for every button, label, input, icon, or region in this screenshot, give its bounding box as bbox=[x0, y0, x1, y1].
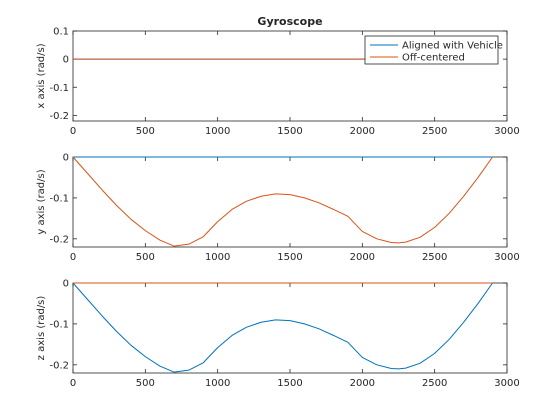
subplot-3: 0 500 1000 1500 2000 2500 3000 -0.2 -0.1 0 z axis … bbox=[36, 279, 520, 390]
x-tick-label: 500 bbox=[136, 126, 155, 137]
legend: Aligned with Vehicle Off-centered bbox=[364, 35, 503, 65]
x-tick-label: 1500 bbox=[277, 252, 302, 263]
x-tick-label: 1000 bbox=[205, 252, 230, 263]
x-tick-label: 2000 bbox=[350, 252, 375, 263]
legend-label-aligned: Aligned with Vehicle bbox=[402, 41, 503, 52]
series-line-aligned bbox=[72, 282, 493, 373]
y-tick-label: -0.2 bbox=[49, 111, 69, 122]
y-tick-label: -0.2 bbox=[49, 360, 69, 371]
y-tick-label: -0.1 bbox=[49, 319, 69, 330]
legend-box bbox=[364, 35, 499, 65]
y-tick-label: -0.1 bbox=[49, 193, 69, 204]
x-tick-label: 500 bbox=[136, 252, 155, 263]
x-tick-label: 1000 bbox=[205, 378, 230, 389]
x-tick-label: 3000 bbox=[494, 252, 519, 263]
x-tick-label: 3000 bbox=[494, 126, 519, 137]
x-tick-label: 2500 bbox=[422, 126, 447, 137]
y-tick-label: -0.1 bbox=[49, 83, 69, 94]
x-tick-label: 2500 bbox=[422, 252, 447, 263]
y-tick-label: 0.1 bbox=[53, 27, 69, 38]
y-axis-label: y axis (rad/s) bbox=[36, 169, 47, 234]
x-tick-label: 2000 bbox=[350, 378, 375, 389]
series-line-off-centered bbox=[72, 156, 493, 247]
x-tick-label: 3000 bbox=[494, 378, 519, 389]
x-tick-label: 500 bbox=[136, 378, 155, 389]
x-tick-label: 0 bbox=[70, 378, 76, 389]
x-tick-label: 1500 bbox=[277, 378, 302, 389]
subplot-2: 0 500 1000 1500 2000 2500 3000 -0.2 -0.1 0 y axis … bbox=[36, 153, 520, 264]
y-tick-label: -0.2 bbox=[49, 234, 69, 245]
x-tick-label: 1000 bbox=[205, 126, 230, 137]
plot-area bbox=[72, 156, 508, 248]
y-axis-label: x axis (rad/s) bbox=[36, 43, 47, 108]
plot-area bbox=[72, 282, 508, 374]
y-tick-label: 0 bbox=[63, 55, 69, 66]
x-tick-label: 0 bbox=[70, 252, 76, 263]
y-axis-label: z axis (rad/s) bbox=[36, 296, 47, 361]
y-tick-label: 0 bbox=[63, 153, 69, 164]
x-tick-label: 1500 bbox=[277, 126, 302, 137]
x-tick-label: 2000 bbox=[350, 126, 375, 137]
figure-title: Gyroscope bbox=[257, 15, 322, 28]
legend-label-off-centered: Off-centered bbox=[402, 53, 465, 64]
x-tick-label: 0 bbox=[70, 126, 76, 137]
y-tick-label: 0 bbox=[63, 279, 69, 290]
x-tick-label: 2500 bbox=[422, 378, 447, 389]
